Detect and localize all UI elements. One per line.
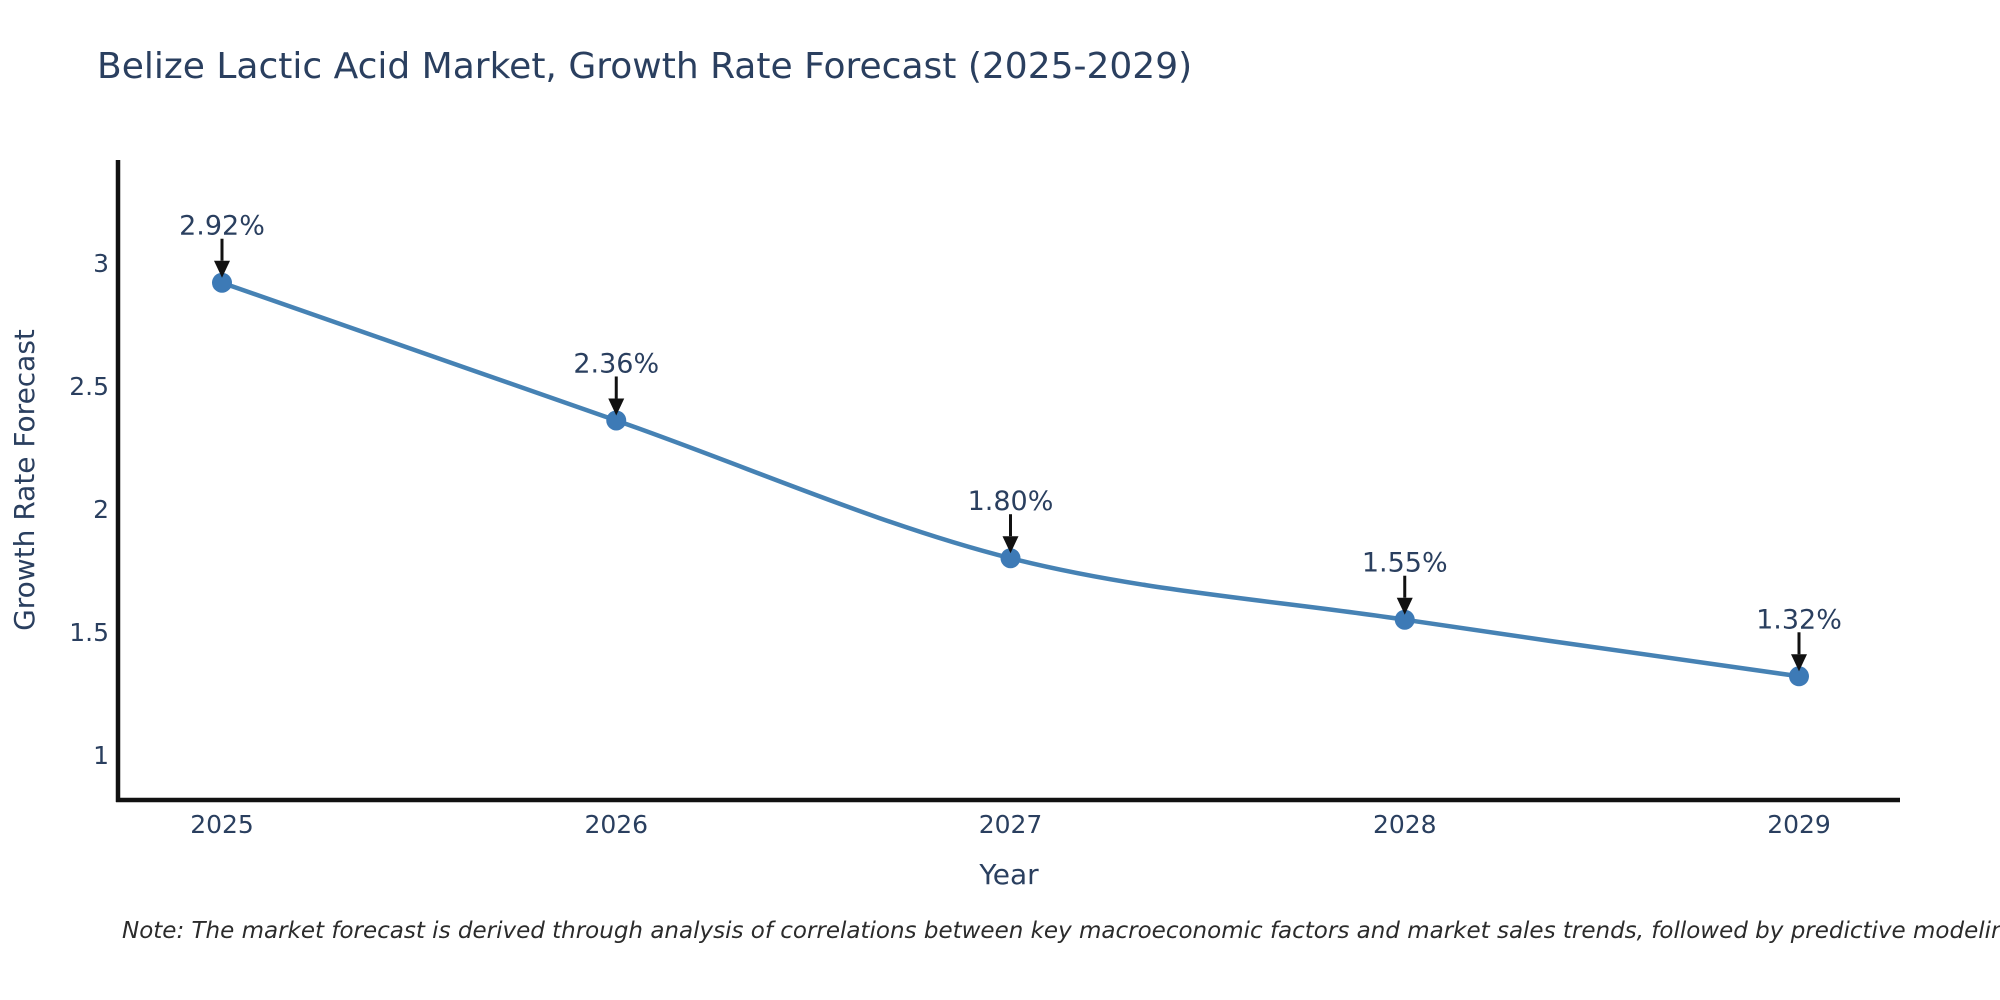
data-point-label: 1.32%: [1756, 604, 1842, 635]
annotation-arrowhead: [608, 398, 625, 416]
annotation-arrowhead: [1396, 597, 1413, 615]
y-tick-label: 1.5: [69, 618, 109, 647]
annotation-arrowhead: [1002, 536, 1019, 554]
series-line: [221, 280, 1800, 679]
data-point-label: 1.55%: [1362, 548, 1448, 579]
x-tick-label: 2026: [584, 810, 648, 839]
data-point-label: 2.36%: [573, 348, 659, 379]
x-tick-label: 2028: [1373, 810, 1437, 839]
data-point-marker: [606, 410, 627, 431]
y-tick-label: 3: [93, 249, 109, 278]
y-tick-label: 1: [93, 741, 109, 770]
x-tick-label: 2027: [979, 810, 1043, 839]
chart-footnote: Note: The market forecast is derived thr…: [122, 918, 2000, 944]
y-axis-title: Growth Rate Forecast: [8, 329, 41, 631]
data-point-marker: [1000, 548, 1021, 569]
data-point-marker: [1789, 666, 1809, 687]
x-tick-label: 2029: [1767, 810, 1831, 839]
x-tick-label: 2025: [190, 810, 254, 839]
x-axis-title: Year: [978, 858, 1039, 891]
y-tick-label: 2.5: [69, 372, 109, 401]
data-point-marker: [1394, 609, 1415, 630]
y-tick-label: 2: [93, 495, 109, 524]
data-point-marker: [212, 272, 232, 293]
data-point-label: 1.80%: [968, 486, 1054, 517]
annotation-arrowhead: [214, 260, 230, 278]
chart-title: Belize Lactic Acid Market, Growth Rate F…: [97, 46, 1193, 87]
annotation-arrowhead: [1791, 654, 1807, 672]
data-point-label: 2.92%: [179, 211, 265, 242]
